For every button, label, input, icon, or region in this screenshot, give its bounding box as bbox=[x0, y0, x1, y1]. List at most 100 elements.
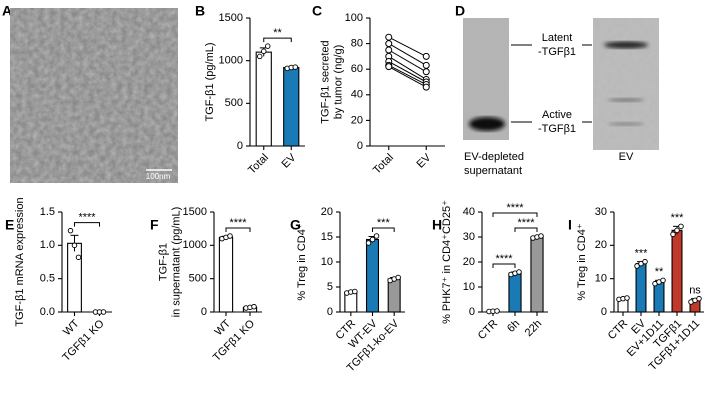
data-point bbox=[71, 242, 78, 249]
y-tick-label: 1000 bbox=[183, 239, 207, 251]
data-point bbox=[365, 240, 372, 246]
lane-label: EV bbox=[619, 151, 634, 163]
bar bbox=[508, 272, 522, 313]
data-point bbox=[624, 295, 630, 301]
data-point bbox=[292, 64, 299, 70]
y-tick-label: 10 bbox=[463, 281, 475, 293]
bar bbox=[255, 51, 272, 147]
bar bbox=[671, 229, 683, 313]
y-tick-label: 500 bbox=[189, 273, 207, 285]
significance-label: **** bbox=[495, 253, 513, 265]
bar bbox=[635, 263, 647, 313]
y-tick-label: 0 bbox=[327, 306, 333, 318]
blot-band bbox=[604, 41, 648, 49]
y-axis-label: % Treg in CD4⁺ bbox=[576, 223, 588, 301]
x-tick-label: CTR bbox=[476, 318, 501, 343]
data-point bbox=[422, 52, 430, 60]
micrograph-texture bbox=[10, 8, 178, 183]
significance-label: ** bbox=[655, 266, 664, 278]
series-line bbox=[388, 66, 427, 88]
x-tick-label: WT bbox=[61, 317, 82, 338]
data-point bbox=[385, 63, 393, 71]
y-tick-label: 1500 bbox=[183, 206, 207, 218]
data-point bbox=[422, 61, 430, 69]
y-tick-label: 40 bbox=[463, 206, 475, 218]
y-tick-label: 30 bbox=[595, 206, 607, 218]
data-point bbox=[100, 309, 107, 315]
y-tick-label: 0 bbox=[357, 140, 363, 152]
panel-label: E bbox=[5, 217, 14, 233]
bar bbox=[67, 242, 82, 313]
blot-band bbox=[608, 122, 644, 126]
data-point bbox=[75, 254, 82, 261]
y-tick-label: 5 bbox=[327, 281, 333, 293]
x-tick-label: 22h bbox=[523, 318, 544, 339]
band-label: -TGFβ1 bbox=[538, 123, 576, 135]
data-point bbox=[251, 303, 257, 310]
lane-label: supernatant bbox=[464, 165, 522, 177]
significance-bracket bbox=[74, 222, 100, 227]
data-point bbox=[261, 48, 267, 55]
x-tick-label: Total bbox=[246, 152, 271, 177]
data-point bbox=[674, 227, 680, 234]
y-axis-label: by tumor (ng/g) bbox=[332, 45, 344, 120]
significance-label: **** bbox=[506, 202, 524, 214]
y-tick-label: 20 bbox=[321, 206, 333, 218]
y-axis-label: % Treg in CD4⁺ bbox=[296, 223, 308, 301]
data-point bbox=[538, 233, 544, 239]
y-tick-label: 0.0 bbox=[40, 306, 55, 318]
y-tick-label: 20 bbox=[463, 256, 475, 268]
y-tick-label: 10 bbox=[321, 256, 333, 268]
significance-bracket bbox=[492, 212, 538, 217]
y-tick-label: 0.5 bbox=[40, 273, 55, 285]
series-line bbox=[388, 49, 427, 73]
significance-label: *** bbox=[635, 248, 649, 260]
y-tick-label: 1500 bbox=[219, 12, 243, 24]
series-line bbox=[388, 61, 427, 83]
data-point bbox=[494, 308, 500, 314]
significance-label: **** bbox=[229, 217, 247, 229]
y-tick-label: 500 bbox=[225, 97, 243, 109]
data-point bbox=[265, 43, 271, 49]
y-tick-label: 0 bbox=[237, 140, 243, 152]
y-tick-label: 80 bbox=[351, 38, 363, 50]
bar bbox=[653, 281, 665, 313]
panel-label: A bbox=[2, 3, 12, 19]
y-tick-label: 20 bbox=[351, 114, 363, 126]
y-tick-label: 60 bbox=[351, 63, 363, 75]
band-label: -TGFβ1 bbox=[538, 46, 576, 58]
y-tick-label: 1.0 bbox=[40, 239, 55, 251]
y-tick-label: 0 bbox=[601, 306, 607, 318]
data-point bbox=[227, 233, 233, 239]
data-point bbox=[696, 295, 702, 302]
data-point bbox=[422, 68, 430, 76]
y-tick-label: 100 bbox=[345, 12, 363, 24]
y-axis-label: in supernatant (pg/mL) bbox=[170, 207, 182, 318]
significance-label: **** bbox=[517, 217, 535, 229]
data-point bbox=[369, 236, 376, 243]
data-point bbox=[373, 233, 380, 239]
lane-label: EV-depleted bbox=[464, 151, 524, 163]
data-point bbox=[634, 263, 640, 269]
bar bbox=[283, 66, 300, 147]
data-point bbox=[670, 231, 676, 238]
y-axis-label: TGF-β1 bbox=[157, 243, 169, 281]
series-line bbox=[388, 64, 427, 86]
y-axis-label: TGF-β1 (pg/mL) bbox=[204, 42, 216, 121]
data-point bbox=[395, 274, 401, 281]
x-tick-label: Total bbox=[371, 152, 396, 177]
panel-label: F bbox=[150, 217, 159, 233]
data-point bbox=[678, 223, 684, 230]
data-point bbox=[385, 33, 393, 41]
data-point bbox=[352, 288, 358, 295]
y-axis-label: TGF-β1 mRNA expression bbox=[14, 197, 26, 326]
data-point bbox=[385, 40, 393, 48]
blot-band bbox=[469, 117, 505, 131]
blot-texture bbox=[593, 18, 659, 150]
y-tick-label: 0 bbox=[469, 306, 475, 318]
data-point bbox=[422, 83, 430, 91]
bar bbox=[365, 238, 380, 313]
significance-bracket bbox=[225, 227, 251, 232]
significance-label: ns bbox=[689, 285, 701, 297]
y-axis-label: % PHK7⁺ in CD4⁺CD25⁺ bbox=[441, 200, 453, 324]
